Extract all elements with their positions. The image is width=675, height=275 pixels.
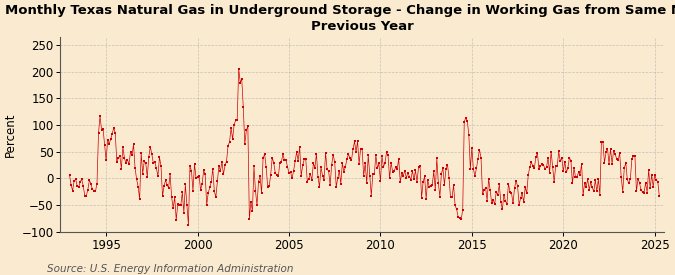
Title: Monthly Texas Natural Gas in Underground Storage - Change in Working Gas from Sa: Monthly Texas Natural Gas in Underground… bbox=[5, 4, 675, 33]
Text: Source: U.S. Energy Information Administration: Source: U.S. Energy Information Administ… bbox=[47, 264, 294, 274]
Y-axis label: Percent: Percent bbox=[4, 112, 17, 157]
